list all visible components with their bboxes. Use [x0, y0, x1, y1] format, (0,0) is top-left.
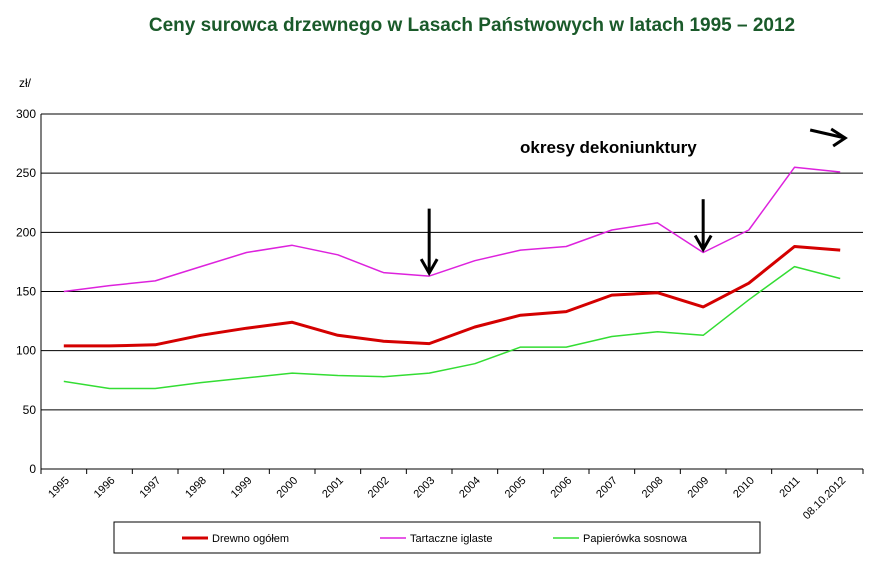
x-tick-label: 2004: [457, 475, 483, 501]
y-tick-labels: 0 50 100 150 200 250 300: [16, 107, 36, 476]
x-tick-label: 2009: [685, 475, 711, 501]
chart-title: Ceny surowca drzewnego w Lasach Państwow…: [149, 15, 795, 36]
y-tick-label: 300: [16, 107, 36, 121]
gridlines: [40, 113, 864, 474]
annotation-arrows: [419, 127, 848, 277]
x-tick-label: 2000: [274, 475, 300, 501]
x-tick-label: 1997: [137, 475, 163, 501]
series-line-3: [63, 265, 841, 390]
x-tick-label: 1996: [92, 475, 118, 501]
x-tick-label: 2010: [731, 475, 757, 501]
x-tick-label: 2002: [366, 475, 392, 501]
series-line-1: [63, 245, 841, 348]
x-tick-label: 1998: [183, 475, 209, 501]
y-axis-label: zł/: [19, 76, 32, 90]
annotation-arrow-2: [693, 199, 713, 253]
legend-item-1: Drewno ogółem: [182, 533, 289, 545]
legend-label: Papierówka sosnowa: [583, 533, 688, 545]
legend-item-3: Papierówka sosnowa: [553, 533, 688, 545]
series-lines: [63, 166, 841, 390]
legend-item-2: Tartaczne iglaste: [380, 533, 493, 545]
y-tick-label: 150: [16, 285, 36, 299]
x-tick-label: 2005: [503, 475, 529, 501]
annotation-arrow-3: [809, 127, 848, 148]
x-tick-label: 2006: [548, 475, 574, 501]
y-tick-label: 200: [16, 225, 36, 239]
annotation-arrow-1: [419, 208, 439, 277]
annotation-label: okresy dekoniunktury: [520, 138, 697, 157]
x-tick-label: 2001: [320, 475, 346, 501]
series-line-2: [63, 166, 841, 293]
x-tick-label: 1999: [229, 475, 255, 501]
x-tick-label: 2007: [594, 475, 620, 501]
legend-label: Tartaczne iglaste: [410, 533, 493, 545]
x-tick-label: 2008: [640, 475, 666, 501]
legend: Drewno ogółem Tartaczne iglaste Papierówka…: [113, 521, 761, 554]
legend-box: [113, 521, 761, 554]
x-tick-labels: 1995 1996 1997 1998 1999 2000 2001 2002 2003 2004…: [46, 475, 848, 522]
y-tick-label: 50: [23, 403, 37, 417]
y-tick-label: 250: [16, 166, 36, 180]
x-tick-label: 1995: [46, 475, 72, 501]
x-tick-label: 2011: [777, 475, 802, 500]
x-tick-label: 08.10.2012: [801, 475, 848, 522]
legend-label: Drewno ogółem: [212, 533, 289, 545]
y-tick-label: 0: [29, 462, 36, 476]
y-tick-label: 100: [16, 344, 36, 358]
x-tick-label: 2003: [411, 475, 437, 501]
